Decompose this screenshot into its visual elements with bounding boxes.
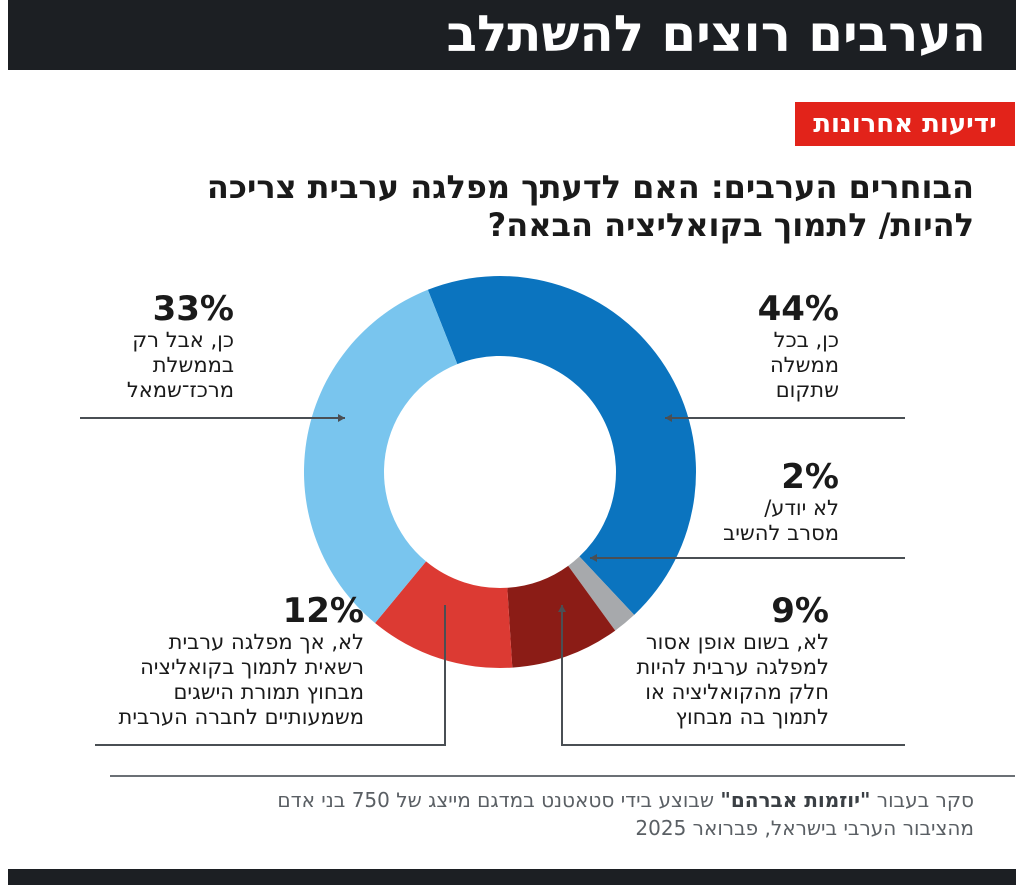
slice-desc-line: לא יודע/ — [764, 496, 839, 520]
slice-percent: 44% — [757, 289, 839, 329]
footer-bar — [8, 869, 1016, 885]
chart-title: הבוחרים הערבים: האם לדעתך מפלגה ערבית צר… — [206, 168, 974, 244]
source-rest: שבוצע בידי סטאטנט במדגם מייצג של 750 בני… — [277, 788, 721, 812]
slice-desc-line: מבחוץ תמורת הישגים — [173, 680, 364, 704]
slice-desc-line: מרכז־שמאל — [126, 378, 234, 402]
slice-yes-any — [427, 276, 696, 615]
source-org: "יוזמות אברהם" — [720, 788, 871, 812]
leader-line — [561, 605, 905, 746]
slice-desc-line: לתמוך בה מבחוץ — [675, 705, 829, 729]
slice-desc-line: כן, בכל — [773, 328, 839, 352]
slice-desc-line: מסרב להשיב — [723, 521, 839, 545]
label-slice-yes-any: 44% כן, בכל ממשלה שתקום — [639, 290, 839, 403]
slice-percent: 12% — [282, 591, 364, 631]
label-slice-no-never: 9% לא, בשום אופן אסור למפלגה ערבית להיות… — [529, 591, 830, 730]
source-note: סקר בעבור "יוזמות אברהם" שבוצע בידי סטאט… — [94, 786, 974, 842]
slice-percent: 9% — [771, 591, 829, 631]
slice-dont-know — [568, 556, 635, 631]
slice-desc-line: חלק מהקואליציה או — [645, 680, 829, 704]
slice-desc-line: ממשלה — [769, 353, 839, 377]
slice-percent: 33% — [152, 289, 234, 329]
leader-arrow — [558, 605, 566, 612]
slice-percent: 2% — [781, 457, 839, 497]
slice-desc-line: למפלגה ערבית להיות — [636, 655, 830, 679]
slice-center-left — [303, 289, 458, 624]
leader-arrow — [338, 414, 345, 422]
leader-line — [95, 605, 446, 746]
slice-desc-line: לא, אך מפלגה ערבית — [168, 630, 364, 654]
leader-arrow — [665, 414, 672, 422]
header-bar: הערבים רוצים להשתלב — [8, 0, 1016, 70]
leader-arrow — [590, 554, 597, 562]
slice-desc-line: כן, אבל רק — [132, 328, 234, 352]
footer-divider — [110, 775, 1015, 777]
source-prefix: סקר בעבור — [870, 788, 974, 812]
slice-support-outside — [375, 561, 513, 668]
source-line-2: מהציבור הערבי בישראל, פברואר 2025 — [635, 816, 974, 840]
brand-logo: ידיעות אחרונות — [795, 102, 1015, 146]
slice-desc-line: בממשלת — [152, 353, 234, 377]
slice-desc-line: שתקום — [775, 378, 839, 402]
source-line-1: סקר בעבור "יוזמות אברהם" שבוצע בידי סטאט… — [94, 786, 974, 814]
slice-desc-line: רשאית לתמוך בקואליציה — [140, 655, 364, 679]
page-title: הערבים רוצים להשתלב — [446, 5, 986, 63]
slice-desc-line: משמעותיים לחברה הערבית — [118, 705, 364, 729]
label-slice-center-left: 33% כן, אבל רק בממשלת מרכז־שמאל — [34, 290, 234, 403]
slice-desc-line: לא, בשום אופן אסור — [645, 630, 829, 654]
label-slice-dont-know: 2% לא יודע/ מסרב להשיב — [619, 458, 839, 546]
label-slice-support-outside: 12% לא, אך מפלגה ערבית רשאית לתמוך בקואל… — [64, 592, 364, 730]
